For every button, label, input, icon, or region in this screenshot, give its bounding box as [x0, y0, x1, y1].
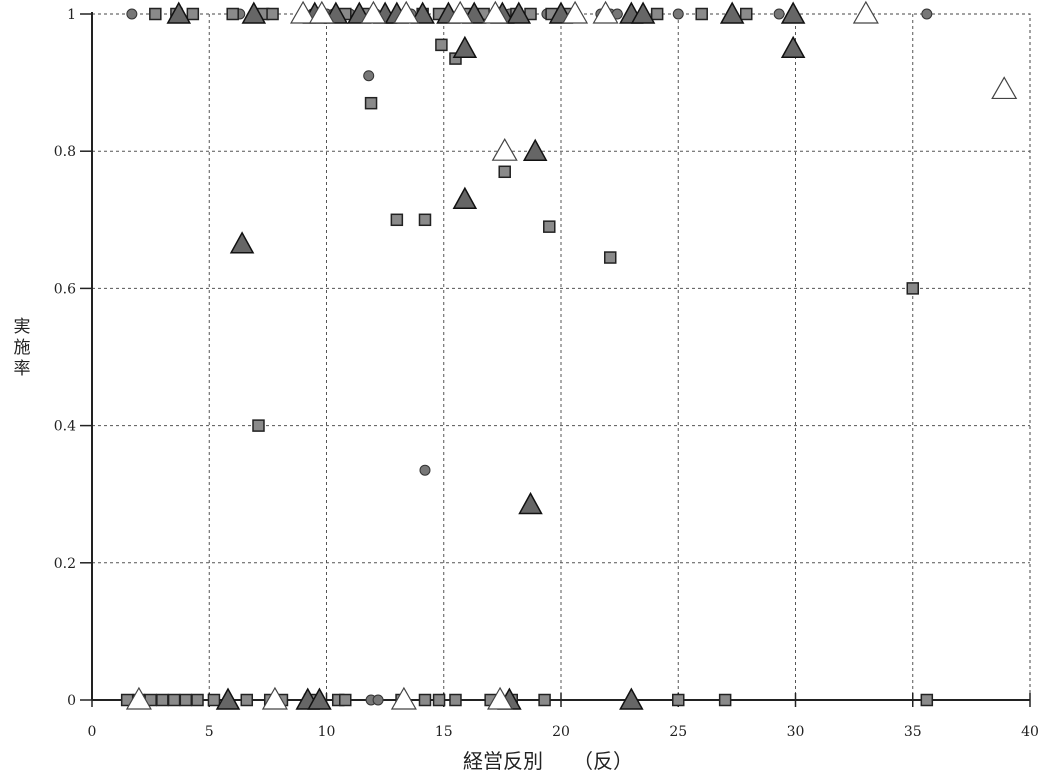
square-point — [207, 693, 221, 707]
filled-triangle-point — [522, 138, 548, 161]
square-point — [695, 7, 708, 21]
square-point — [672, 693, 685, 707]
y-axis-title-char: 率 — [14, 359, 31, 379]
open-triangle-point — [562, 0, 589, 24]
open-triangle-point — [125, 686, 152, 710]
grid-lines — [91, 13, 1031, 701]
filled-triangle-point — [630, 1, 656, 24]
filled-triangle-point — [719, 1, 745, 24]
y-tick-label: 0.8 — [54, 144, 76, 160]
y-tick-label: 1 — [67, 7, 76, 23]
x-tick-label: 10 — [318, 724, 336, 740]
open-triangle-point — [390, 686, 417, 710]
open-triangle-point — [290, 0, 317, 24]
filled-triangle-point — [307, 687, 332, 710]
circle-point — [773, 8, 785, 20]
square-point — [156, 693, 169, 707]
filled-triangle-point — [619, 687, 644, 710]
square-point — [240, 693, 254, 707]
x-tick-label: 25 — [669, 724, 687, 740]
filled-triangle-point — [229, 231, 255, 254]
x-tick-label: 20 — [552, 724, 570, 740]
circle-point — [372, 694, 384, 706]
y-axis-title-char: 施 — [14, 338, 31, 358]
square-point — [543, 220, 556, 233]
filled-triangle-point — [215, 687, 241, 710]
y-tick-label: 0.6 — [54, 281, 76, 297]
square-point — [432, 693, 446, 707]
open-triangle-point — [261, 686, 288, 710]
open-triangle-point — [486, 686, 514, 710]
tick-labels: 0 5 10 15 20 25 30 35 40 0 0.2 0.4 0.6 0.8 1 — [54, 7, 1039, 740]
square-point — [186, 7, 200, 21]
open-triangle-point — [482, 0, 509, 24]
open-triangle-point — [852, 0, 879, 24]
open-triangle-point — [393, 0, 420, 24]
square-point — [149, 7, 162, 21]
square-point — [418, 213, 432, 227]
y-tick-label: 0.2 — [54, 556, 76, 572]
square-point — [226, 7, 239, 21]
y-tick-label: 0 — [67, 693, 76, 709]
square-point — [906, 282, 919, 295]
filled-triangle-point — [166, 1, 192, 24]
axes — [80, 12, 1031, 707]
filled-triangle-point — [518, 491, 543, 515]
x-tick-label: 15 — [435, 724, 453, 740]
y-axis-title: 実施率 — [14, 317, 31, 379]
filled-triangle-point — [780, 35, 806, 59]
filled-triangle-point — [452, 186, 478, 209]
filled-triangle-point — [410, 1, 435, 24]
x-tick-label: 35 — [904, 724, 922, 740]
x-tick-label: 5 — [205, 724, 214, 740]
square-point — [538, 693, 551, 707]
square-point — [167, 693, 181, 707]
square-point — [449, 693, 462, 707]
x-tick-label: 40 — [1021, 724, 1039, 740]
square-point — [179, 693, 193, 707]
open-triangle-point — [447, 0, 474, 24]
open-triangle-point — [308, 0, 335, 24]
circle-point — [419, 464, 431, 476]
y-axis-title-char: 実 — [14, 317, 31, 337]
square-point — [498, 165, 511, 179]
circle-point — [921, 8, 933, 20]
y-tick-label: 0.4 — [54, 419, 76, 435]
square-point — [191, 693, 204, 707]
square-point — [650, 7, 664, 21]
data-points — [120, 0, 1018, 710]
filled-triangle-point — [452, 35, 478, 59]
open-triangle-point — [360, 0, 387, 24]
square-point — [418, 693, 432, 707]
square-point — [740, 7, 753, 21]
square-point — [266, 7, 279, 21]
open-triangle-point — [991, 76, 1018, 100]
circle-point — [126, 8, 138, 20]
filled-triangle-point — [506, 1, 532, 24]
square-point — [603, 251, 617, 264]
square-point — [390, 213, 404, 227]
circle-point — [672, 8, 684, 20]
square-point — [920, 693, 934, 707]
open-triangle-point — [491, 137, 518, 161]
x-axis-title: 経営反別 （反） — [463, 749, 633, 773]
square-point — [252, 419, 265, 432]
square-point — [718, 693, 732, 707]
x-tick-label: 30 — [787, 724, 805, 740]
open-triangle-point — [592, 0, 619, 24]
circle-point — [363, 70, 375, 82]
filled-triangle-point — [780, 1, 806, 24]
square-point — [364, 96, 378, 110]
x-tick-label: 0 — [88, 724, 97, 740]
square-point — [339, 693, 352, 707]
square-point — [435, 38, 448, 52]
filled-triangle-point — [241, 1, 267, 24]
